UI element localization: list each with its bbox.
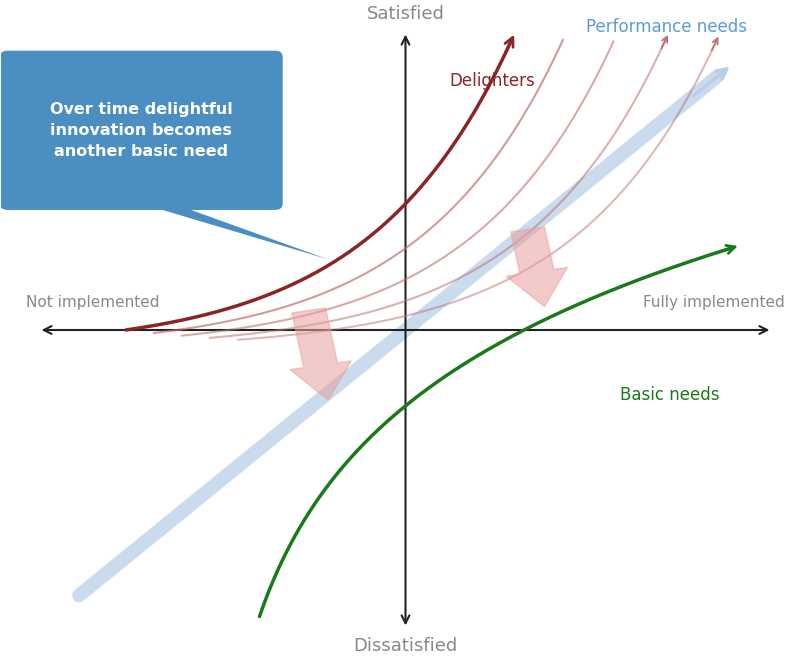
Text: Dissatisfied: Dissatisfied [354, 637, 457, 655]
Text: Performance needs: Performance needs [586, 18, 748, 36]
FancyArrow shape [290, 308, 351, 400]
FancyBboxPatch shape [0, 51, 283, 210]
Text: Satisfied: Satisfied [367, 5, 444, 23]
Text: Basic needs: Basic needs [620, 385, 719, 404]
Polygon shape [141, 204, 328, 259]
Text: Over time delightful
innovation becomes
another basic need: Over time delightful innovation becomes … [50, 102, 233, 159]
Text: Not implemented: Not implemented [26, 295, 160, 310]
Text: Delighters: Delighters [449, 72, 535, 90]
FancyArrow shape [506, 227, 568, 307]
Text: Fully implemented: Fully implemented [643, 295, 785, 310]
